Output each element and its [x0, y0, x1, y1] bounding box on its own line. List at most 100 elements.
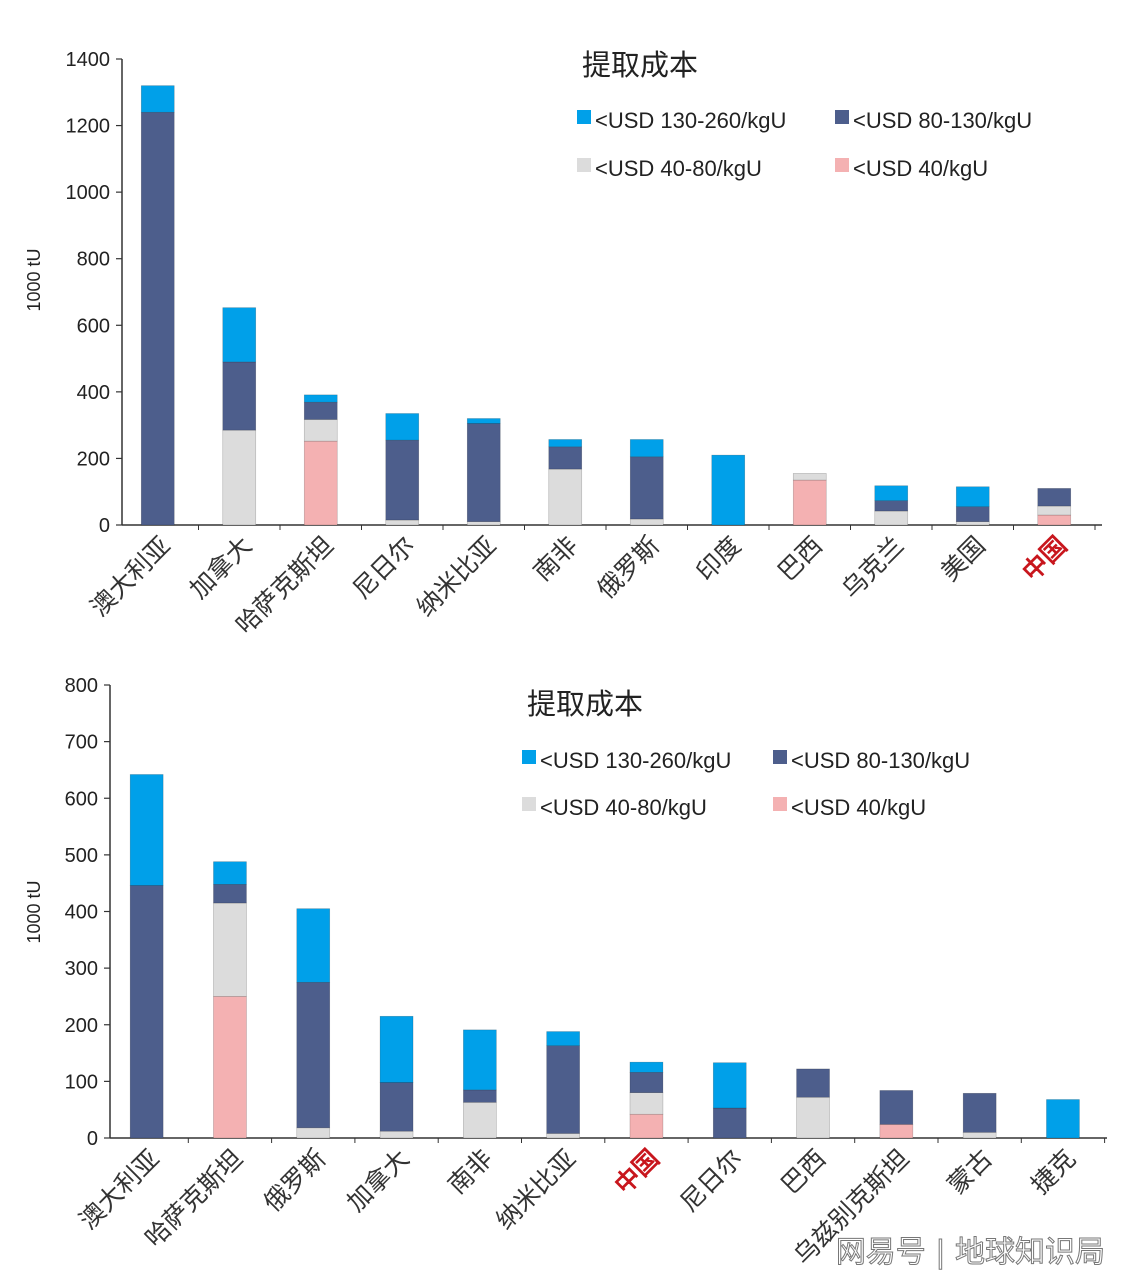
bar-segment: [712, 1062, 747, 1109]
bar-segment: [379, 1130, 414, 1139]
x-tick-label: 捷克: [1025, 1144, 1081, 1200]
legend-swatch: [773, 797, 787, 811]
bar-segment: [213, 996, 247, 1139]
x-tick-label: 中国: [609, 1144, 665, 1200]
y-tick-label: 600: [77, 315, 110, 337]
bar-segment: [140, 85, 175, 113]
bar-segment: [548, 468, 583, 526]
bar-segment: [955, 486, 990, 507]
y-tick-label: 500: [65, 845, 98, 867]
legend-swatch: [835, 158, 849, 172]
y-tick-label: 1400: [66, 49, 111, 71]
bar-segment: [796, 1068, 830, 1098]
x-tick-label: 俄罗斯: [258, 1144, 332, 1218]
bar-segment: [303, 401, 338, 420]
legend-swatch: [835, 110, 849, 124]
bar-segment: [792, 473, 827, 481]
y-tick-label: 200: [65, 1015, 98, 1037]
x-tick-label: 澳大利亚: [85, 531, 176, 622]
legend-swatch: [773, 750, 787, 764]
bar-segment: [962, 1132, 997, 1139]
y-tick-label: 0: [99, 515, 110, 537]
legend-label: <USD 40/kgU: [791, 795, 926, 820]
y-tick-label: 800: [77, 249, 110, 271]
bar-segment: [1037, 514, 1072, 526]
legend-label: <USD 80-130/kgU: [791, 748, 970, 773]
bar-segment: [629, 518, 664, 526]
bar-segment: [129, 774, 164, 886]
bar-segment: [629, 1113, 664, 1139]
bar-segment: [303, 419, 338, 442]
bar-segment: [874, 510, 909, 526]
bar-segment: [296, 908, 331, 983]
y-tick-label: 200: [77, 448, 110, 470]
chart-title: 提取成本: [582, 48, 698, 82]
bar-segment: [466, 521, 501, 526]
bar-segment: [955, 521, 990, 526]
legend-label: <USD 40-80/kgU: [595, 156, 762, 181]
bar-segment: [463, 1089, 497, 1103]
bar-segment: [874, 500, 909, 512]
bar-segment: [1046, 1099, 1080, 1139]
bar-segment: [213, 861, 247, 885]
x-tick-label: 印度: [691, 531, 747, 587]
bar-segment: [296, 1127, 331, 1139]
bar-segment: [962, 1092, 997, 1133]
legend: <USD 130-260/kgU <USD 80-130/kgU <USD 40-8…: [577, 108, 1032, 181]
bar-segment: [463, 1102, 497, 1139]
bar-segment: [463, 1029, 497, 1091]
bar-segment: [466, 423, 501, 522]
bar-segment: [1037, 488, 1072, 507]
bar-segment: [222, 361, 257, 431]
bar-segment: [546, 1031, 580, 1047]
legend-label: <USD 40/kgU: [853, 156, 988, 181]
legend-label: <USD 40-80/kgU: [540, 795, 707, 820]
legend-swatch: [522, 750, 536, 764]
x-tick-label: 加拿大: [341, 1144, 415, 1218]
x-tick-label: 尼日尔: [347, 531, 421, 605]
x-tick-label: 加拿大: [184, 531, 258, 605]
bar-segment: [379, 1015, 414, 1083]
y-tick-label: 600: [65, 788, 98, 810]
bar-segment: [296, 981, 331, 1129]
legend-swatch: [522, 797, 536, 811]
bar-segment: [385, 519, 420, 526]
x-tick-label: 纳米比亚: [411, 531, 502, 622]
legend-label: <USD 130-260/kgU: [595, 108, 786, 133]
bar-segment: [712, 1107, 747, 1139]
x-tick-label: 中国: [1017, 531, 1073, 587]
y-tick-label: 1000: [66, 182, 111, 204]
bar-segment: [874, 485, 909, 502]
bar-segment: [222, 429, 257, 526]
bar-segment: [303, 440, 338, 526]
bar-segment: [629, 1072, 664, 1093]
y-tick-label: 300: [65, 958, 98, 980]
bar-segment: [1037, 505, 1072, 516]
legend-swatch: [577, 110, 591, 124]
bar-segment: [796, 1096, 830, 1139]
y-tick-label: 800: [65, 675, 98, 697]
x-tick-label: 南非: [528, 531, 584, 587]
legend-label: <USD 130-260/kgU: [540, 748, 731, 773]
bar-segment: [629, 1092, 664, 1115]
y-tick-label: 400: [65, 902, 98, 924]
y-tick-label: 0: [87, 1128, 98, 1150]
x-tick-label: 南非: [442, 1144, 498, 1200]
y-tick-label: 1200: [66, 116, 111, 138]
bar-segment: [629, 456, 664, 520]
bar-segment: [303, 394, 338, 403]
bar-segment: [213, 902, 247, 997]
y-tick-label: 100: [65, 1071, 98, 1093]
bar-segment: [955, 506, 990, 522]
chart-top: 0 200 400 600 800 1000 1200 1400 1000 tU 提取成本澳大利亚…: [24, 48, 1102, 640]
bar-segment: [129, 885, 164, 1139]
y-axis-title: 1000 tU: [24, 248, 44, 311]
legend-label: <USD 80-130/kgU: [853, 108, 1032, 133]
y-tick-label: 700: [65, 732, 98, 754]
bar-segment: [546, 1133, 580, 1139]
bar-segment: [629, 439, 664, 458]
bar-segment: [879, 1090, 914, 1125]
x-tick-label: 蒙古: [942, 1144, 998, 1200]
